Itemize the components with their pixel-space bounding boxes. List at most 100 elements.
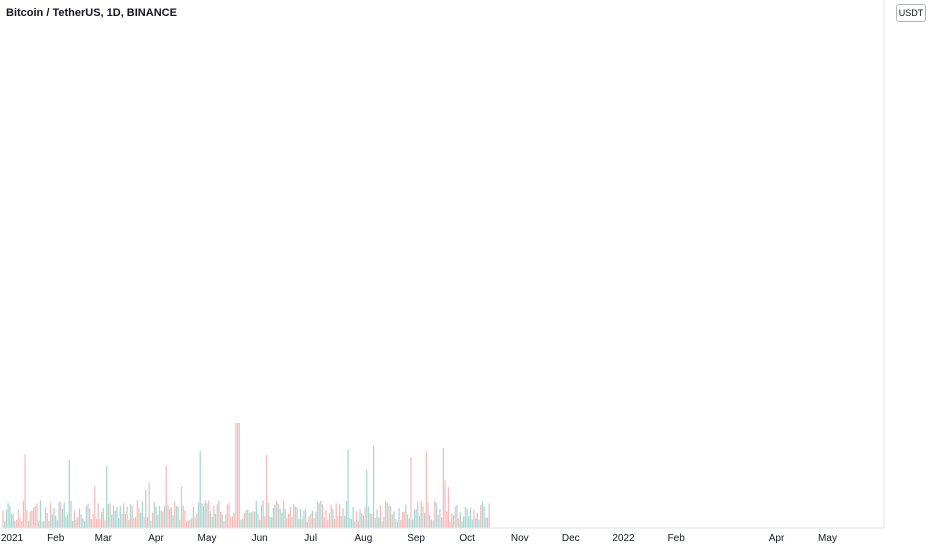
time-tick-label: Jun [252,533,268,544]
volume-bar [131,505,133,528]
volume-bar [260,505,262,528]
volume-bar [201,503,203,528]
volume-bar [400,519,402,528]
volume-bar [12,513,14,528]
volume-bar [21,521,23,528]
volume-bar [305,508,307,528]
volume-bar [41,521,43,528]
volume-bar [233,512,235,528]
volume-bar [410,456,412,528]
volume-bar [485,517,487,528]
volume-bar [247,509,249,528]
volume-bar [43,521,45,528]
volume-bar [281,512,283,528]
volume-bar [369,513,371,528]
currency-badge[interactable]: USDT [896,4,926,22]
volume-bar [102,507,104,528]
volume-bar [274,504,276,528]
volume-bar [194,517,196,528]
volume-bar [366,470,368,528]
volume-bar [354,521,356,528]
volume-bar [488,503,490,528]
volume-bar [99,519,101,528]
volume-bar [272,507,274,528]
volume-bar [361,513,363,528]
volume-bar [186,521,188,528]
volume-bar [53,507,55,528]
volume-bar [136,500,138,528]
volume-bar [22,500,24,528]
volume-bar [109,503,111,528]
volume-bar [192,506,194,528]
time-axis-background [0,528,932,550]
volume-bar [213,505,215,528]
volume-bar [390,506,392,528]
volume-bar [152,512,154,528]
volume-bar [330,504,332,528]
volume-bar [486,517,489,528]
volume-bar [381,521,383,528]
volume-bar [216,504,218,528]
volume-bar [481,501,483,528]
volume-bar [177,506,179,528]
volume-bar [308,516,310,528]
volume-bar [82,518,84,528]
volume-bar [469,507,472,528]
volume-bar [230,516,232,528]
volume-bar [320,500,322,528]
volume-bar [51,514,53,528]
volume-bar [106,466,108,528]
volume-bar [296,507,298,528]
volume-bar [145,489,147,528]
volume-bar [447,487,449,528]
volume-bar [339,504,341,528]
volume-bar [107,503,109,528]
time-axis[interactable]: 2021 Feb Mar Apr May Jun Jul Aug Sep Oct Nov Dec 202… [0,527,932,550]
volume-bar [384,501,387,528]
volume-bar [5,509,7,528]
volume-bar [262,500,264,528]
volume-bar [367,506,370,528]
volume-bar [80,514,82,528]
volume-bar [33,507,35,528]
volume-bar [2,510,4,528]
volume-bar [393,511,395,528]
volume-bar [121,513,123,528]
volume-bar [87,503,89,528]
volume-bar [48,521,50,528]
volume-bar [349,518,351,528]
volume-bar [56,520,58,528]
volume-bar [163,506,166,528]
time-tick-label: Apr [769,533,785,544]
volume-bar [282,500,285,528]
volume-bar [204,500,206,528]
volume-bar [174,501,176,528]
volume-bar [226,504,228,528]
volume-bar [269,516,271,528]
volume-bar [267,502,269,528]
volume-bar [133,517,135,528]
volume-bar [391,514,393,528]
volume-bar [291,517,293,528]
volume-bar [89,508,91,528]
volume-bar [483,506,485,528]
volume-bar [17,509,19,528]
volume-bar [235,423,237,528]
price-axis[interactable] [883,0,932,528]
volume-bar [350,519,353,528]
volume-bar [50,502,52,528]
volume-bar [422,506,424,528]
volume-bar [129,504,132,528]
volume-bar [78,508,81,528]
volume-bar [191,517,193,528]
volume-bar [44,507,47,528]
volume-bar [298,519,300,528]
volume-bar [160,510,162,528]
volume-bar [415,508,417,528]
volume-bar [386,502,388,528]
volume-bar [313,517,315,528]
volume-bar [257,513,259,528]
volume-bar [84,520,86,528]
volume-bar [345,500,347,528]
